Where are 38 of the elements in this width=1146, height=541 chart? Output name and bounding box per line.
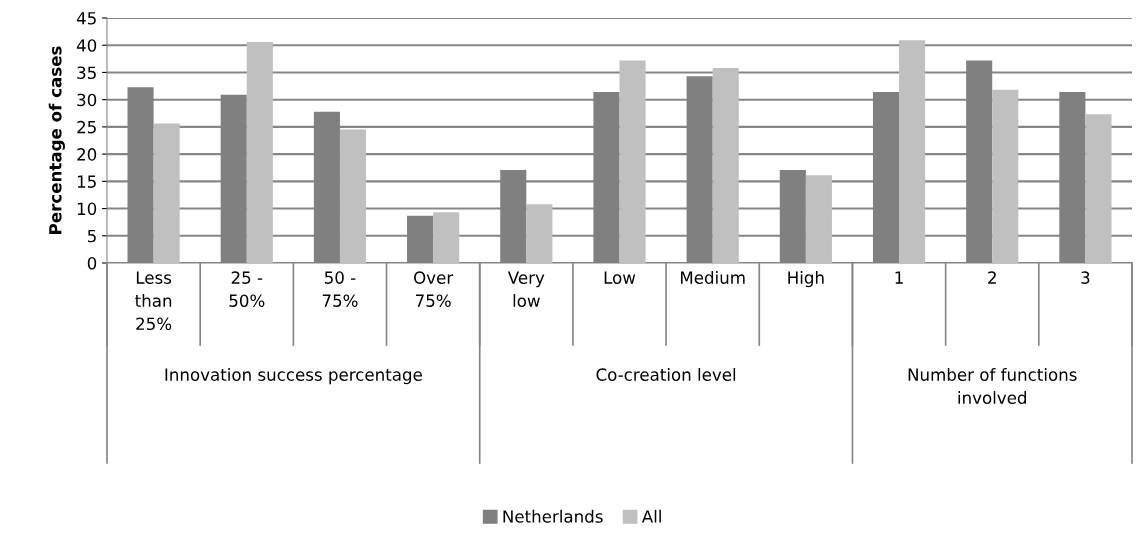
x-tick-label: Over 75% [414,271,454,307]
x-tick-label: 50 - 75% [322,271,358,307]
text: Number of functions involved [908,368,1077,404]
y-tick-label: 5 [87,229,96,243]
x-tick-label: 1 [895,271,903,284]
legend-label: Netherlands [503,509,603,523]
y-tick-label: 25 [77,120,96,134]
y-tick-label: 40 [76,39,97,52]
x-tick-label: 2 [988,271,996,284]
y-tick-label: 15 [77,175,96,188]
bar [339,129,367,263]
bar [712,68,739,263]
y-tick-label: 35 [77,66,96,80]
bar [153,123,180,263]
x-tick-label: Less than 25% [135,271,172,331]
y-tick-label: 0 [87,256,97,270]
bar [992,89,1019,263]
y-axis-title: Percentage of cases [48,46,65,234]
x-tick-label: Very low [507,271,545,307]
x-tick-label: Low [604,271,636,284]
bar [619,60,646,263]
bar [246,41,273,263]
bar [805,175,832,263]
x-tick-label: 3 [1081,271,1090,284]
text: Co-creation level [596,368,736,381]
x-tick-label: High [788,271,824,288]
y-tick-label: 20 [77,148,97,161]
x-tick-label: Medium [681,271,745,284]
y-tick-label: 45 [76,12,96,25]
bar [526,204,553,263]
x-tick-label: 25 - 50% [229,271,265,307]
bar [1085,114,1112,263]
bar [899,40,926,263]
y-tick-label: 30 [77,93,97,107]
y-tick-label: 10 [77,202,97,216]
bar [433,212,460,263]
legend-label: All [641,509,661,523]
text: Innovation success percentage [165,368,422,385]
